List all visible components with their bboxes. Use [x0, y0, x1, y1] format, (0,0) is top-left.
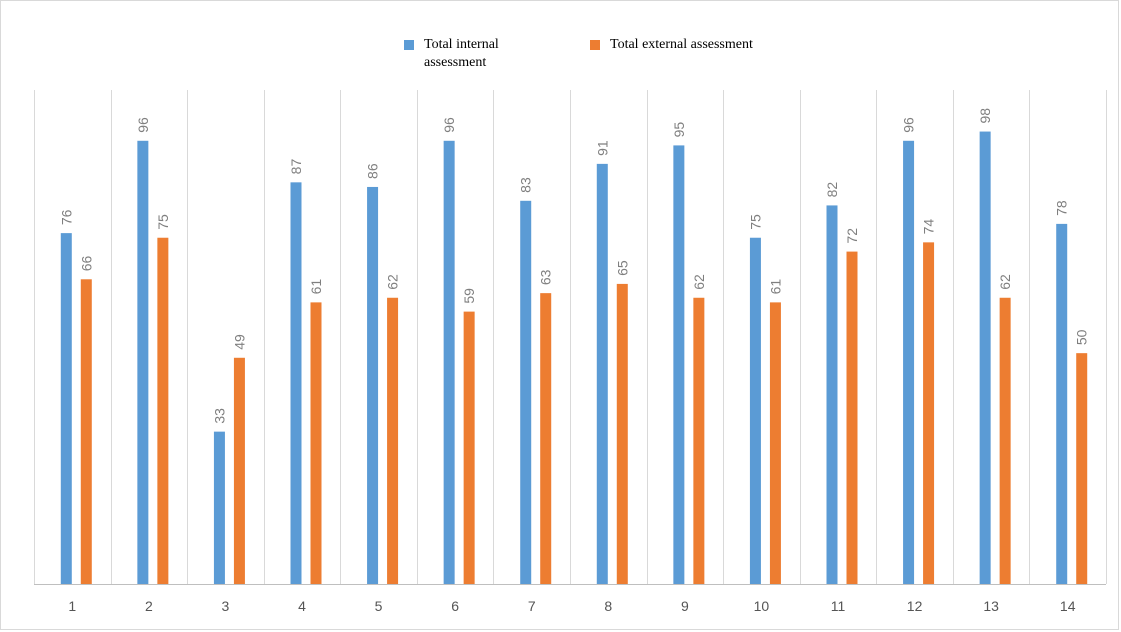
legend-swatch-internal: [404, 40, 414, 50]
data-label-external: 72: [844, 228, 860, 244]
x-tick-label: 9: [681, 598, 689, 614]
x-tick-label: 1: [68, 598, 76, 614]
bar-internal: [137, 140, 149, 585]
bar-external: [463, 311, 475, 584]
bar-internal: [903, 140, 915, 585]
x-tick-label: 10: [754, 598, 770, 614]
x-tick-label: 6: [451, 598, 459, 614]
data-label-internal: 86: [365, 163, 381, 179]
bar-external: [80, 279, 92, 584]
data-label-internal: 98: [977, 108, 993, 124]
bar-internal: [520, 200, 532, 584]
data-label-external: 59: [461, 288, 477, 304]
data-label-internal: 91: [594, 140, 610, 156]
data-label-internal: 75: [747, 214, 763, 230]
data-label-internal: 96: [901, 117, 917, 133]
bar-external: [846, 251, 858, 584]
data-label-external: 74: [921, 219, 937, 235]
x-tick-label: 2: [145, 598, 153, 614]
bar-internal: [290, 182, 302, 585]
data-label-external: 61: [767, 279, 783, 295]
x-tick-label: 8: [604, 598, 612, 614]
x-tick-label: 5: [375, 598, 383, 614]
bar-internal: [1056, 223, 1068, 584]
data-label-external: 61: [308, 279, 324, 295]
bar-external: [540, 293, 552, 584]
bar-internal: [367, 186, 379, 584]
data-label-internal: 96: [135, 117, 151, 133]
bar-external: [157, 237, 169, 584]
bar-internal: [673, 145, 685, 585]
x-tick-label: 12: [907, 598, 923, 614]
bar-external: [1076, 353, 1088, 584]
data-label-internal: 78: [1054, 200, 1070, 216]
bar-external: [616, 283, 628, 584]
bar-external: [233, 357, 245, 584]
bar-internal: [826, 205, 838, 584]
bar-external: [999, 297, 1011, 584]
data-label-external: 49: [231, 334, 247, 350]
data-label-internal: 82: [824, 182, 840, 198]
data-label-external: 62: [691, 274, 707, 290]
data-label-internal: 76: [58, 209, 74, 225]
x-tick-label: 13: [983, 598, 999, 614]
data-label-external: 65: [614, 260, 630, 276]
data-label-external: 75: [155, 214, 171, 230]
bar-internal: [443, 140, 455, 585]
data-label-internal: 96: [441, 117, 457, 133]
data-label-external: 63: [538, 269, 554, 285]
legend-label-external: Total external assessment: [610, 37, 753, 52]
data-label-internal: 95: [671, 122, 687, 138]
legend-item-internal: Total internal assessment: [404, 36, 499, 72]
bar-internal: [60, 233, 72, 584]
x-tick-label: 11: [831, 598, 846, 614]
bar-external: [693, 297, 705, 584]
data-label-external: 62: [997, 274, 1013, 290]
bar-external: [387, 297, 399, 584]
x-tick-label: 14: [1060, 598, 1076, 614]
data-label-external: 50: [1074, 329, 1090, 345]
bar-internal: [596, 163, 608, 585]
bar-external: [923, 242, 935, 584]
bar-external: [769, 302, 781, 584]
x-tick-label: 4: [298, 598, 306, 614]
bar-internal: [749, 237, 761, 584]
data-label-internal: 87: [288, 159, 304, 175]
data-label-external: 62: [385, 274, 401, 290]
legend-label-internal: Total internal assessment: [424, 37, 499, 70]
legend: Total internal assessment Total external …: [0, 36, 1121, 76]
legend-swatch-external: [590, 40, 600, 50]
legend-item-external: Total external assessment: [590, 36, 753, 54]
data-label-external: 66: [78, 256, 94, 272]
data-label-internal: 83: [518, 177, 534, 193]
data-label-internal: 33: [211, 408, 227, 424]
bar-internal: [213, 431, 225, 584]
bar-external: [310, 302, 322, 584]
x-tick-label: 7: [528, 598, 536, 614]
x-tick-label: 3: [222, 598, 230, 614]
bar-internal: [979, 131, 991, 585]
